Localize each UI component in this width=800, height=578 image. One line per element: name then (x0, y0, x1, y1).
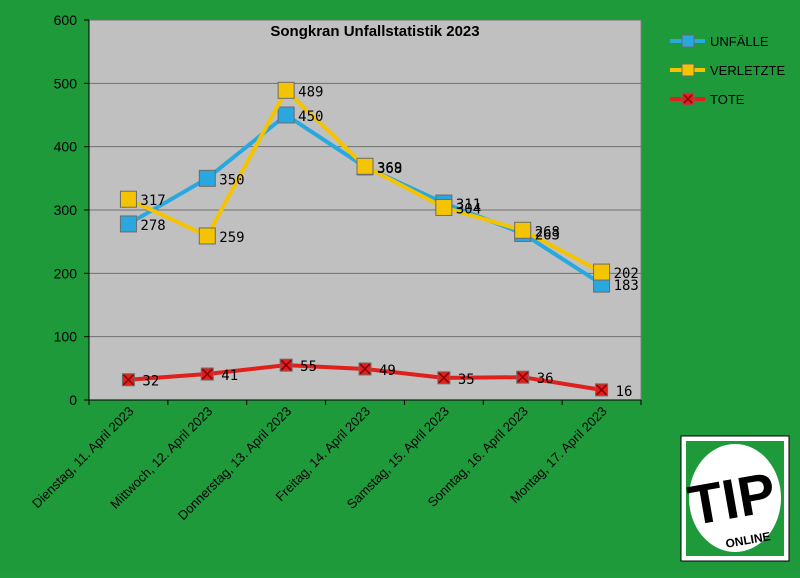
y-tick-label: 400 (54, 139, 78, 155)
data-point (119, 215, 137, 233)
data-label: 183 (614, 278, 639, 294)
data-label: 278 (140, 218, 165, 234)
point-marker-x (517, 371, 529, 383)
data-point (514, 221, 532, 239)
point-marker-x (122, 374, 134, 386)
data-label: 263 (535, 227, 560, 243)
y-tick-label: 500 (54, 75, 78, 91)
legend-label: TOTE (710, 92, 745, 107)
data-point (121, 373, 135, 387)
y-tick-label: 200 (54, 265, 78, 281)
data-point (358, 362, 372, 376)
data-label: 311 (456, 197, 481, 213)
tip-online-logo: TIP ONLINE (680, 435, 790, 562)
point-marker (119, 215, 137, 233)
data-label: 41 (221, 368, 238, 384)
data-point (516, 370, 530, 384)
series-layer (119, 81, 611, 397)
point-marker (119, 190, 137, 208)
data-point (279, 358, 293, 372)
point-marker (514, 221, 532, 239)
point-marker-x (596, 384, 608, 396)
data-point (437, 371, 451, 385)
data-label: 304 (456, 201, 481, 217)
data-label: 49 (379, 363, 396, 379)
point-marker (435, 198, 453, 216)
point-marker (593, 263, 611, 281)
y-axis: 0 100 200 300 400 500 600 (54, 12, 90, 408)
legend-marker (681, 63, 695, 77)
data-labels: 278 350 450 368 311 263 183 317 259 489 369 304 268 2… (140, 84, 638, 400)
data-label: 35 (458, 372, 475, 388)
chart-title: Songkran Unfallstatistik 2023 (270, 23, 479, 40)
point-marker (277, 81, 295, 99)
data-point (200, 367, 214, 381)
point-marker-x (201, 368, 213, 380)
data-label: 16 (616, 384, 633, 400)
data-label: 259 (219, 230, 244, 246)
point-marker-x (359, 363, 371, 375)
point-marker (277, 106, 295, 124)
data-point (595, 383, 609, 397)
legend-marker (681, 34, 695, 48)
y-tick-label: 100 (54, 329, 78, 345)
y-tick-label: 0 (69, 392, 77, 408)
legend-label: UNFÄLLE (710, 34, 769, 49)
data-point (435, 198, 453, 216)
data-label: 368 (377, 161, 402, 177)
point-marker-x (280, 359, 292, 371)
data-label: 32 (142, 374, 159, 390)
point-marker (198, 169, 216, 187)
data-point (277, 81, 295, 99)
data-point (356, 157, 374, 175)
data-label: 317 (140, 193, 165, 209)
data-label: 268 (535, 224, 560, 240)
data-label: 55 (300, 359, 317, 375)
data-label: 350 (219, 172, 244, 188)
y-tick-label: 300 (54, 202, 78, 218)
y-tick-label: 600 (54, 12, 78, 28)
data-point (198, 227, 216, 245)
legend: UNFÄLLE VERLETZTE TOTE (670, 34, 785, 107)
logo-text-main: TIP (684, 460, 781, 537)
data-point (198, 169, 216, 187)
point-marker (356, 157, 374, 175)
data-point (277, 106, 295, 124)
data-label: 450 (298, 109, 323, 125)
data-label: 202 (614, 266, 639, 282)
legend-marker-x (683, 94, 693, 104)
point-marker-x (438, 372, 450, 384)
data-label: 489 (298, 84, 323, 100)
point-marker (198, 227, 216, 245)
gridlines (89, 19, 641, 338)
legend-label: VERLETZTE (710, 63, 785, 78)
data-point (119, 190, 137, 208)
data-label: 36 (537, 371, 554, 387)
data-label: 369 (377, 160, 402, 176)
data-point (593, 263, 611, 281)
